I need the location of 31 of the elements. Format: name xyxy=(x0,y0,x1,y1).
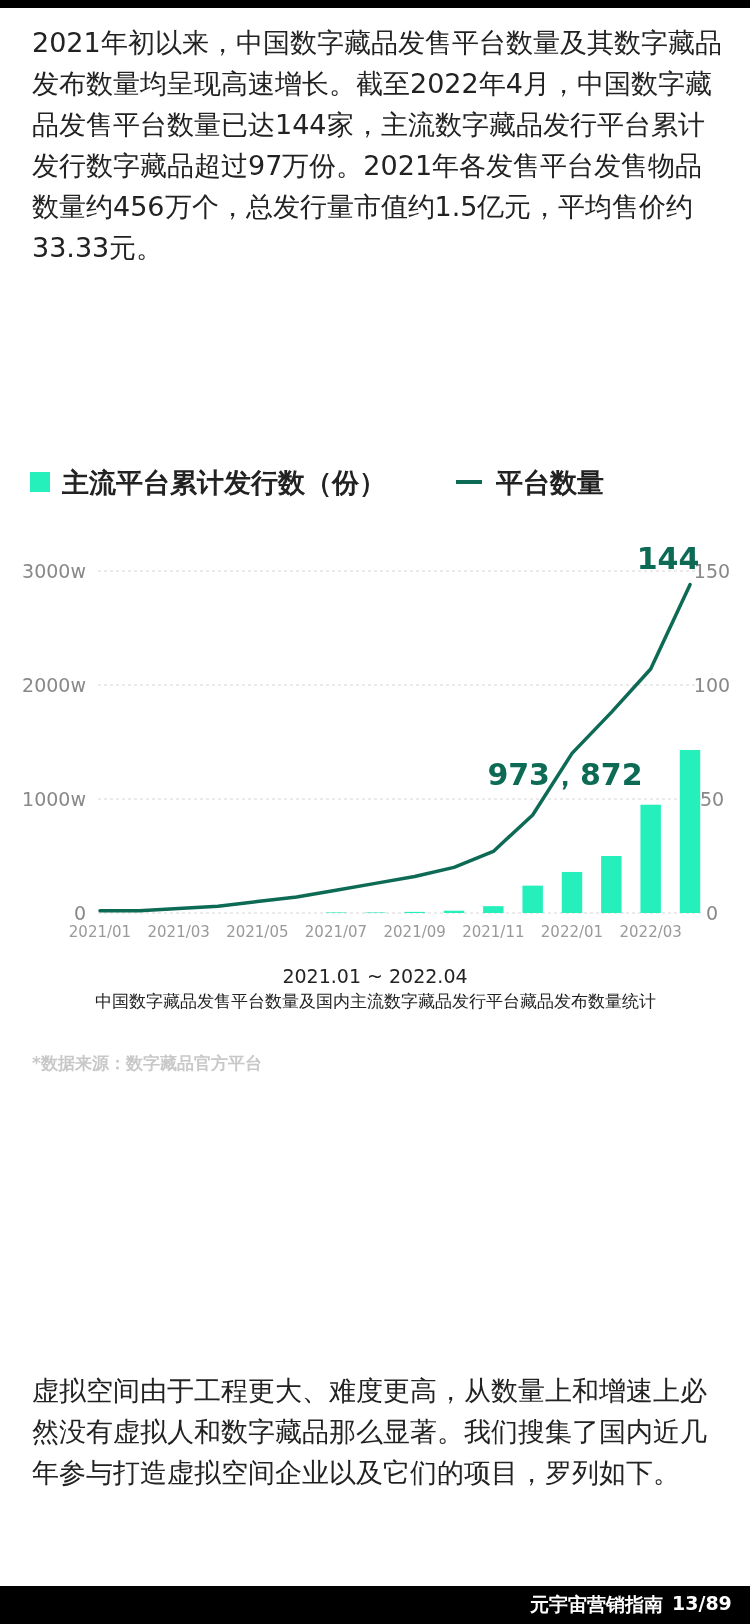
bar xyxy=(601,856,622,913)
y-tick-label: 3000w xyxy=(22,560,86,582)
bar xyxy=(640,804,661,913)
bar xyxy=(483,906,504,913)
annotation: 973，872 xyxy=(487,756,643,792)
x-tick-label: 2022/01 xyxy=(540,923,604,941)
bar xyxy=(679,749,701,913)
text: 13/89 xyxy=(672,1592,732,1614)
y2-tick-label: 0 xyxy=(705,902,719,924)
line-series xyxy=(98,582,692,913)
x-tick-label: 2021/09 xyxy=(383,923,446,941)
text: 中国数字藏品发售平台数量及国内主流数字藏品发行平台藏品发布数量统计 xyxy=(94,991,656,1011)
text: 元宇宙营销指南 xyxy=(530,1592,663,1617)
legend-label: 主流平台累计发行数（份） xyxy=(61,467,386,498)
x-tick-label: 2021/11 xyxy=(462,923,525,941)
legend-label: 平台数量 xyxy=(495,467,604,498)
x-tick-label: 2021/07 xyxy=(304,923,368,941)
x-tick-label: 2021/03 xyxy=(147,923,210,941)
y-tick-label: 0 xyxy=(73,902,86,924)
y2-tick-label: 50 xyxy=(699,788,725,810)
text: 虚拟空间由于工程更大、难度更高，从数量上和增速上必然没有虚拟人和数字藏品那么显著。我们搜集了国内近几年参与打造虚拟空间企业以及它们的项目，罗列如下。 xyxy=(32,1374,708,1490)
x-axis-title: 2021.01 ~ 2022.04 xyxy=(282,965,468,987)
y-tick-label: 2000w xyxy=(22,674,86,696)
bar xyxy=(522,885,543,913)
y2-tick-label: 100 xyxy=(693,674,731,696)
x-tick-label: 2021/05 xyxy=(226,923,289,941)
x-tick-label: 2022/03 xyxy=(619,923,682,941)
text: 2021年初以来，中国数字藏品发售平台数量及其数字藏品发布数量均呈现高速增长。截至2022年4月，中国数字藏品发售平台数量已达144家，主流数字藏品发行平台累计发行数字藏品超过97万份。2021年各发售平台发售物品数量约456万个，总发行量市值约1.5亿元，平均售价约33.33元。 xyxy=(32,26,722,265)
y-tick-label: 1000w xyxy=(22,788,86,810)
bar xyxy=(561,871,583,913)
x-tick-label: 2021/01 xyxy=(68,923,132,941)
